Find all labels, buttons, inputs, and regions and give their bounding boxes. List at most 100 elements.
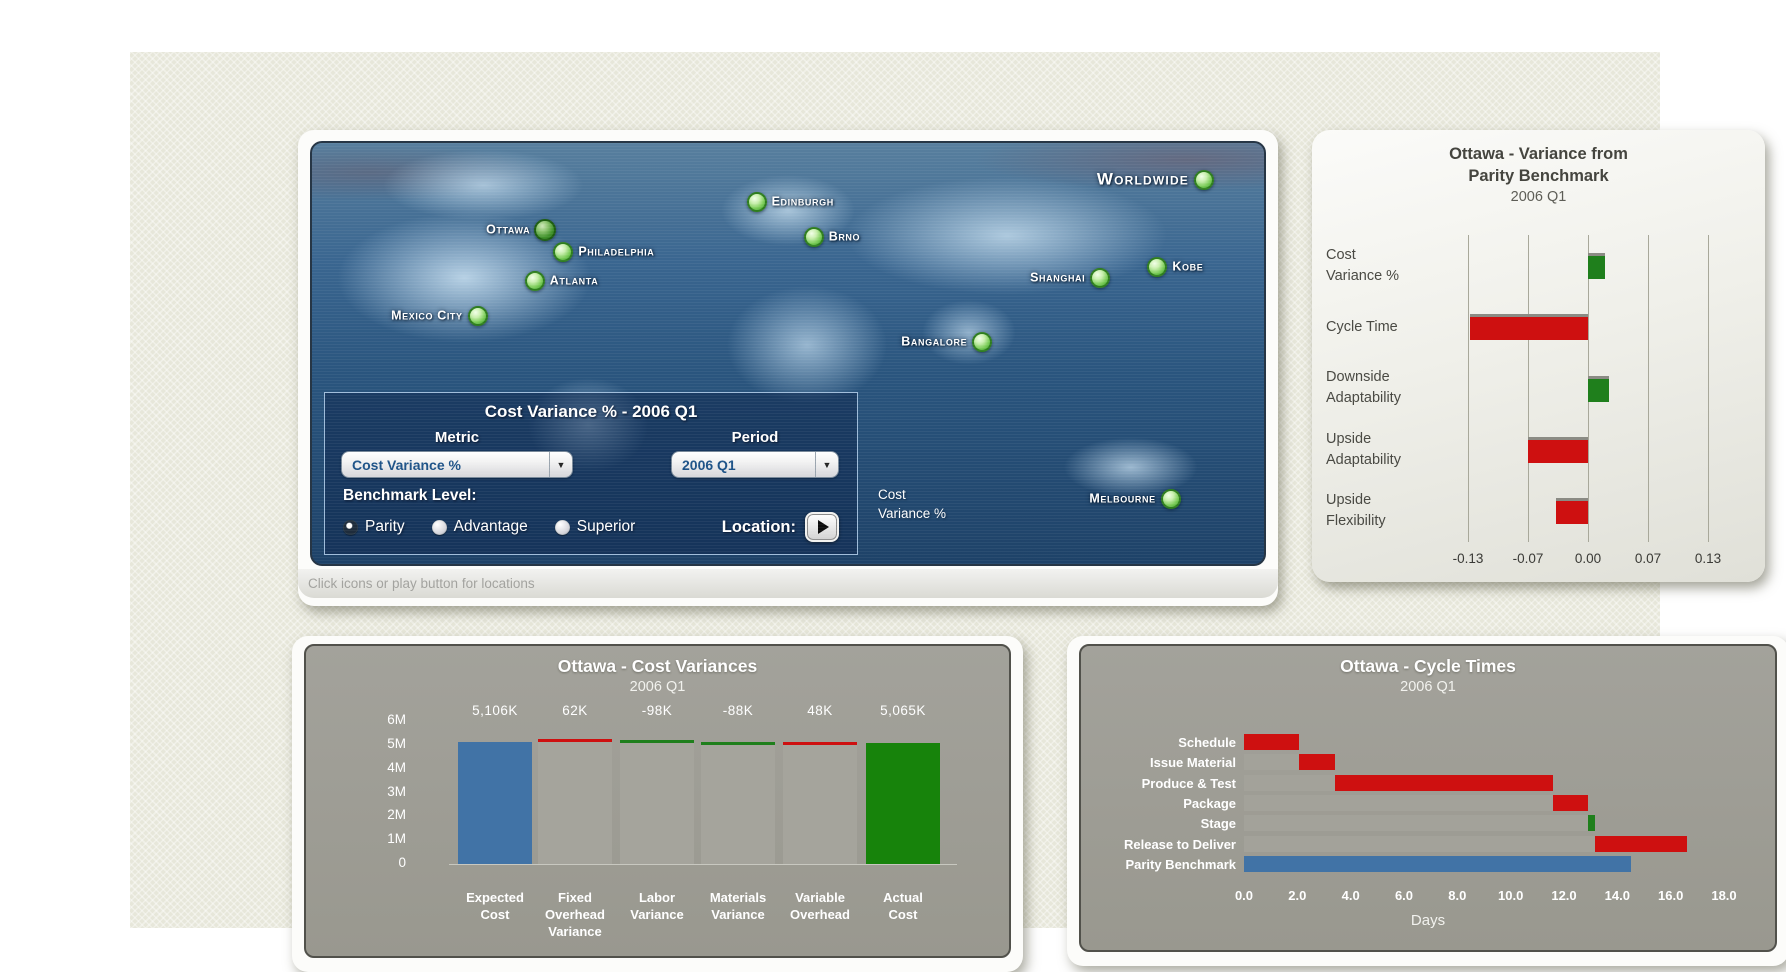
x-tick-label: 12.0 <box>1551 888 1577 903</box>
gantt-row-label-stage: Stage <box>1200 816 1236 832</box>
metric-label: Metric <box>434 429 480 446</box>
variance-category-label: Cycle Time <box>1326 318 1398 335</box>
x-axis-line <box>449 864 957 865</box>
map-metric-overlay: Cost Variance % <box>878 485 946 523</box>
y-tick-label: 4M <box>387 759 406 775</box>
period-dropdown-value: 2006 Q1 <box>682 456 736 473</box>
category-label: Actual Cost <box>883 890 923 922</box>
variance-chart-subtitle: 2006 Q1 <box>1510 189 1567 205</box>
x-tick-label: 6.0 <box>1394 888 1414 903</box>
gantt-row-label-schedule: Schedule <box>1178 735 1236 750</box>
y-tick-label: 2M <box>387 807 406 823</box>
x-tick-label: 0.07 <box>1634 551 1662 566</box>
category-label: Materials Variance <box>709 890 767 922</box>
bar-value-label: 48K <box>807 703 833 718</box>
map-label-edinburgh: Edinburgh <box>771 194 834 209</box>
y-tick-label: 5M <box>387 735 406 751</box>
chevron-down-icon[interactable]: ▼ <box>815 452 838 477</box>
map-label-worldwide: Worldwide <box>1096 169 1190 189</box>
radio-circle-parity[interactable] <box>343 519 358 535</box>
map-card: Ottawa Philadelphia Atlanta Mexico City Edin… <box>298 130 1278 606</box>
gantt-row-label-release-to-deliver: Release to Deliver <box>1123 836 1236 852</box>
map-metric-line1: Cost <box>878 487 906 502</box>
period-label: Period <box>731 429 779 446</box>
waterfall-bar-materials-variance <box>701 745 775 864</box>
map-marker-kobe[interactable] <box>1147 256 1168 277</box>
waterfall-bar-fixed-overhead-variance <box>538 742 612 864</box>
map-marker-bangalore[interactable] <box>972 332 993 353</box>
x-tick-label: 14.0 <box>1604 888 1630 903</box>
dashboard-canvas: Ottawa Philadelphia Atlanta Mexico City Edin… <box>130 52 1786 972</box>
location-label: Location: <box>721 517 796 536</box>
map-caption: Click icons or play button for locations <box>298 569 1278 598</box>
map-marker-worldwide[interactable] <box>1194 169 1215 190</box>
map-label-ottawa: Ottawa <box>486 222 531 237</box>
waterfall-cap-red <box>783 742 857 746</box>
waterfall-bar-actual-cost <box>866 743 940 864</box>
x-tick-label: -0.13 <box>1452 551 1484 566</box>
play-icon <box>818 520 829 534</box>
map-label-atlanta: Atlanta <box>549 273 599 288</box>
map-marker-atlanta[interactable] <box>524 270 545 291</box>
bar-value-label: 5,106K <box>472 703 518 718</box>
gantt-row-label-produce-test: Produce & Test <box>1141 775 1236 791</box>
cost-chart-subtitle: 2006 Q1 <box>629 679 686 695</box>
benchmark-level-label: Benchmark Level: <box>343 487 477 504</box>
gridline <box>1468 235 1469 542</box>
variance-bar-upside-flexibility <box>1555 498 1588 525</box>
map-label-kobe: Kobe <box>1172 259 1204 274</box>
map-metric-line2: Variance % <box>878 506 947 521</box>
x-tick-label: 18.0 <box>1711 888 1737 903</box>
waterfall-bar-variable-overhead <box>783 745 857 864</box>
gantt-lead-bar <box>1244 774 1335 791</box>
gantt-bar-issue-material <box>1298 754 1335 771</box>
map-marker-shanghai[interactable] <box>1090 267 1111 288</box>
x-tick-label: 10.0 <box>1498 888 1524 903</box>
world-map: Ottawa Philadelphia Atlanta Mexico City Edin… <box>310 141 1266 566</box>
cycle-chart-title: Ottawa - Cycle Times <box>1340 656 1516 676</box>
variance-benchmark-panel: Ottawa - Variance from Parity Benchmark 20… <box>1312 130 1765 582</box>
benchmark-radio-parity[interactable]: Parity <box>343 518 405 536</box>
radio-circle-superior[interactable] <box>554 519 570 535</box>
category-label: Expected Cost <box>466 890 524 922</box>
gridline <box>1648 235 1649 542</box>
category-label: Variable Overhead <box>790 890 850 922</box>
radio-label-superior: Superior <box>576 518 636 535</box>
map-control-panel: Cost Variance % - 2006 Q1 Metric Cost Va… <box>324 392 858 555</box>
bar-value-label: 62K <box>562 703 588 718</box>
location-play-button[interactable] <box>805 512 839 542</box>
bar-value-label: 5,065K <box>880 703 926 718</box>
map-marker-melbourne[interactable] <box>1160 488 1181 509</box>
gantt-lead-bar <box>1244 754 1299 771</box>
map-marker-ottawa[interactable] <box>534 219 557 242</box>
period-dropdown[interactable]: 2006 Q1 ▼ <box>671 451 839 478</box>
x-tick-label: 8.0 <box>1448 888 1467 903</box>
x-tick-label: -0.07 <box>1512 551 1544 566</box>
gantt-bar-produce-test <box>1334 774 1554 791</box>
y-tick-label: 3M <box>387 783 406 799</box>
chevron-down-icon[interactable]: ▼ <box>549 452 572 477</box>
waterfall-cap-red <box>538 739 612 743</box>
metric-dropdown-value: Cost Variance % <box>352 456 461 473</box>
y-tick-label: 6M <box>387 712 406 727</box>
metric-dropdown[interactable]: Cost Variance % ▼ <box>341 451 573 478</box>
variance-category-label: Upside Flexibility <box>1326 492 1386 530</box>
x-tick-label: 4.0 <box>1341 888 1360 903</box>
location-group: Location: <box>722 512 839 542</box>
map-label-mexico-city: Mexico City <box>391 309 463 324</box>
benchmark-radio-superior[interactable]: Superior <box>554 518 636 536</box>
map-marker-brno[interactable] <box>803 227 824 248</box>
benchmark-radio-advantage[interactable]: Advantage <box>431 518 528 536</box>
map-marker-philadelphia[interactable] <box>553 242 574 263</box>
gantt-bar-stage <box>1588 815 1595 832</box>
cost-variances-chart: Ottawa - Cost Variances 2006 Q1 6M 5M 4M 3M 2M… <box>304 644 1011 958</box>
x-tick-label: 0.13 <box>1694 551 1722 566</box>
gantt-bar-parity-benchmark <box>1244 855 1631 872</box>
map-label-philadelphia: Philadelphia <box>578 244 655 259</box>
gridline <box>1708 235 1709 542</box>
radio-circle-advantage[interactable] <box>431 519 447 535</box>
category-label: Labor Variance <box>630 890 684 922</box>
map-marker-mexico-city[interactable] <box>467 306 488 327</box>
gantt-lead-bar <box>1244 835 1595 852</box>
map-marker-edinburgh[interactable] <box>746 191 767 212</box>
